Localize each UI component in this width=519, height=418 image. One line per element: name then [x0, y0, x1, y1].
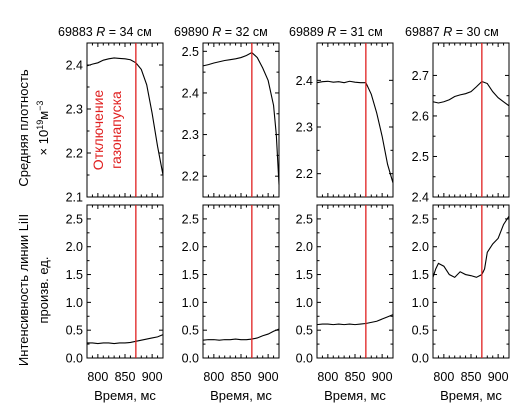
ytick-label: 2.7 [412, 69, 429, 83]
ytick-label: 1.5 [412, 268, 429, 282]
ytick-label: 1.0 [412, 296, 429, 310]
series-intensity [87, 334, 164, 345]
ytick-label: 2.5 [182, 212, 199, 226]
xtick-label: 850 [345, 370, 366, 384]
ytick-label: 2.3 [182, 128, 199, 142]
series-intensity [316, 314, 394, 326]
annotation-line1: Отключение [90, 90, 106, 171]
ytick-label: 0.5 [182, 324, 199, 338]
series-density [202, 51, 280, 185]
ytick-label: 2.4 [182, 86, 199, 100]
ytick-label: 0.5 [296, 324, 313, 338]
panel-frame [86, 204, 164, 359]
panel-density-1: 2.1 2.2 2.3 2.4 [66, 42, 164, 205]
xtick-label: 800 [433, 370, 454, 384]
ytick-label: 0.0 [182, 352, 199, 366]
x-axis-1: 800 850 900 Время, мс [87, 370, 162, 403]
row-label-intensity: Интенсивность линии LiII произв. ед. [16, 214, 51, 366]
xtick-label: 850 [461, 370, 482, 384]
xtick-label: 800 [203, 370, 224, 384]
ytick-label: 2.5 [412, 212, 429, 226]
ytick-label: 0.0 [412, 352, 429, 366]
x-axis-label: Время, мс [210, 388, 272, 403]
ylabel-density-line2: × 1019м−3 [35, 101, 51, 156]
x-axis-3: 800 850 900 Время, мс [317, 370, 392, 403]
panel-intensity-1: 0.0 0.5 1.0 1.5 2.0 2.5 [66, 204, 164, 366]
ytick-label: 1.5 [182, 268, 199, 282]
title-col-3: 69889 R = 31 см [289, 25, 383, 39]
panel-intensity-4: 0.0 0.5 1.0 1.5 2.0 2.5 [412, 204, 510, 366]
annotation: Отключение газонапуска [90, 90, 124, 171]
ytick-label: 1.0 [182, 296, 199, 310]
ytick-label: 2.4 [296, 74, 313, 88]
ytick-label: 2.5 [66, 212, 83, 226]
x-axis-4: 800 850 900 Время, мс [433, 370, 508, 403]
ytick-label: 0.5 [66, 324, 83, 338]
ylabel-intensity-line2: произв. ед. [36, 257, 51, 324]
series-density [316, 80, 394, 184]
xtick-label: 900 [488, 370, 509, 384]
panel-density-2: 2.2 2.3 2.4 2.5 [182, 42, 280, 198]
ytick-label: 0.0 [66, 352, 83, 366]
panel-frame [202, 42, 280, 198]
row-label-density: Средняя плотность × 1019м−3 [16, 69, 51, 187]
panel-frame [432, 42, 510, 198]
ytick-label: 0.5 [412, 324, 429, 338]
xtick-label: 800 [87, 370, 108, 384]
ytick-label: 2.2 [182, 170, 199, 184]
panel-frame [316, 42, 394, 198]
series-density [86, 57, 164, 176]
series-intensity [432, 215, 510, 279]
x-axis-label: Время, мс [94, 388, 156, 403]
panel-intensity-2: 0.0 0.5 1.0 1.5 2.0 2.5 [182, 204, 280, 366]
ytick-label: 2.0 [412, 240, 429, 254]
x-axis-label: Время, мс [440, 388, 502, 403]
panel-density-4: 2.4 2.5 2.6 2.7 [412, 42, 510, 205]
xtick-label: 900 [372, 370, 393, 384]
ytick-label: 2.4 [412, 191, 429, 205]
ytick-label: 2.3 [66, 103, 83, 117]
ytick-label: 2.2 [296, 167, 313, 181]
x-axis-2: 800 850 900 Время, мс [203, 370, 278, 403]
panel-frame [202, 204, 280, 359]
xtick-label: 850 [115, 370, 136, 384]
column-titles: 69883 R = 34 см 69890 R = 32 см 69889 R … [58, 25, 499, 39]
panel-frame [432, 204, 510, 359]
xtick-label: 900 [142, 370, 163, 384]
ytick-label: 2.0 [66, 240, 83, 254]
ylabel-intensity-line1: Интенсивность линии LiII [16, 214, 31, 366]
title-col-1: 69883 R = 34 см [58, 25, 152, 39]
x-axis-label: Время, мс [324, 388, 386, 403]
ytick-label: 2.5 [296, 212, 313, 226]
ytick-label: 2.4 [66, 59, 83, 73]
ytick-label: 2.5 [182, 45, 199, 59]
panels: 2.1 2.2 2.3 2.4 0.0 0.5 1.0 1.5 2.0 2.5 800 850 900 В… [66, 42, 510, 403]
panel-intensity-3: 0.0 0.5 1.0 1.5 2.0 2.5 [296, 204, 394, 366]
ytick-label: 1.5 [296, 268, 313, 282]
ytick-label: 1.0 [66, 296, 83, 310]
series-density [432, 80, 510, 107]
ytick-label: 2.1 [66, 191, 83, 205]
ytick-label: 2.2 [66, 147, 83, 161]
series-intensity [202, 328, 280, 341]
panel-frame [316, 204, 394, 359]
annotation-line2: газонапуска [108, 91, 124, 169]
ytick-label: 2.6 [412, 109, 429, 123]
ylabel-density-line1: Средняя плотность [16, 69, 31, 187]
title-col-4: 69887 R = 30 см [405, 25, 499, 39]
ytick-label: 2.0 [182, 240, 199, 254]
title-col-2: 69890 R = 32 см [174, 25, 268, 39]
xtick-label: 800 [317, 370, 338, 384]
ytick-label: 0.0 [296, 352, 313, 366]
xtick-label: 900 [258, 370, 279, 384]
ytick-label: 1.5 [66, 268, 83, 282]
ytick-label: 2.0 [296, 240, 313, 254]
panel-density-3: 2.2 2.3 2.4 [296, 42, 394, 198]
ytick-label: 1.0 [296, 296, 313, 310]
ytick-label: 2.5 [412, 150, 429, 164]
xtick-label: 850 [231, 370, 252, 384]
ytick-label: 2.3 [296, 121, 313, 135]
